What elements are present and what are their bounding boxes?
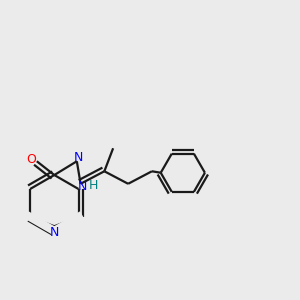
Text: N: N <box>74 151 83 164</box>
Text: N: N <box>77 180 87 193</box>
Text: O: O <box>26 153 36 166</box>
Text: H: H <box>88 179 98 192</box>
Text: N: N <box>50 226 59 239</box>
